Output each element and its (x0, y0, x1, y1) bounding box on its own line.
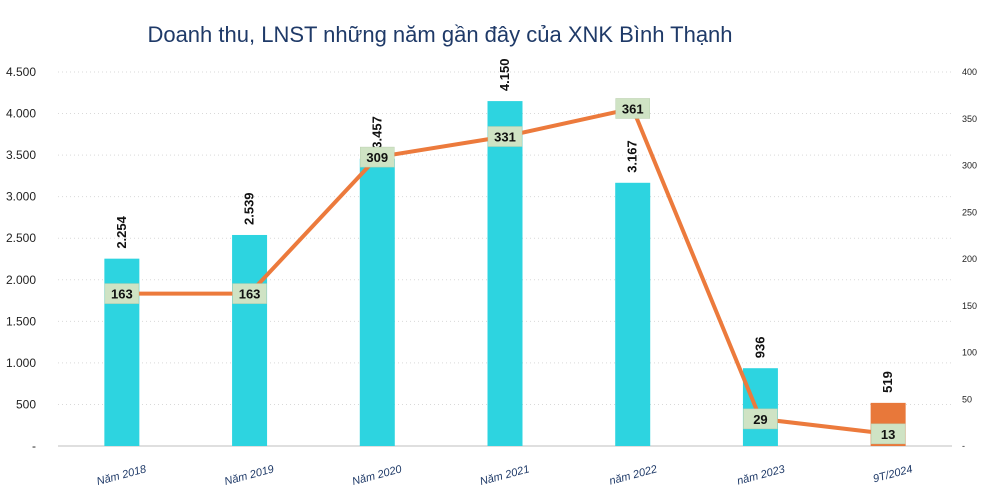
y-tick-label: 4.000 (6, 107, 36, 121)
x-axis: Năm 2018 Năm 2019 Năm 2020 Năm 2021 năm 2022… (95, 463, 913, 488)
bars (104, 101, 906, 447)
y-tick-label: 1.500 (6, 314, 36, 328)
y-tick-label: 3.500 (6, 148, 36, 162)
line-value-label: 331 (494, 130, 516, 145)
y-tick-label: 500 (16, 397, 36, 411)
chart-title: Doanh thu, LNST những năm gần đây của XN… (147, 22, 732, 47)
line-value-label: 361 (622, 101, 644, 116)
line-value-box (232, 283, 267, 304)
y-axis-right: - 50 100 150 200 250 300 350 400 (962, 67, 977, 451)
line-value-box (104, 283, 140, 304)
line-value-box (870, 423, 906, 445)
line-value-label: 29 (753, 412, 767, 427)
line-value-box (487, 126, 523, 147)
x-tick-label: Năm 2020 (351, 463, 404, 488)
line-value-label: 163 (111, 287, 133, 302)
y2-tick-label: 400 (962, 67, 977, 77)
y-tick-label: - (32, 439, 36, 453)
line-labels: 163 163 309 331 361 29 13 (104, 98, 906, 445)
line-value-label: 309 (366, 150, 388, 165)
x-tick-label: năm 2023 (736, 463, 787, 487)
y2-tick-label: 200 (962, 254, 977, 264)
bar (359, 158, 395, 447)
bar (742, 368, 778, 446)
bar (615, 182, 651, 446)
bar-value-label: 2.539 (242, 192, 257, 225)
y2-tick-label: 250 (962, 207, 977, 217)
bar-value-label: 936 (752, 337, 767, 359)
x-tick-label: Năm 2021 (479, 463, 531, 488)
y-axis-left: - 500 1.000 1.500 2.000 2.500 3.000 3.500 4.000 4… (6, 65, 36, 453)
bar (232, 234, 268, 446)
line-value-box (743, 408, 778, 430)
y-tick-label: 2.000 (6, 273, 36, 287)
bar-value-label: 3.167 (625, 140, 640, 173)
y2-tick-label: 300 (962, 161, 977, 171)
y-tick-label: 2.500 (6, 231, 36, 245)
bar (487, 101, 523, 446)
line-value-label: 13 (881, 427, 895, 442)
line-value-box (615, 98, 650, 119)
y2-tick-label: 100 (962, 348, 977, 358)
bar-value-label: 3.457 (369, 116, 384, 149)
line-value-box (360, 146, 395, 168)
y2-tick-label: 150 (962, 301, 977, 311)
bar-value-label: 4.150 (497, 59, 512, 92)
bar-labels: 2.254 2.539 3.457 4.150 3.167 936 519 (114, 59, 895, 393)
x-tick-label: năm 2022 (608, 463, 658, 487)
y2-tick-label: - (962, 441, 965, 451)
y2-tick-label: 50 (962, 394, 972, 404)
y-tick-label: 4.500 (6, 65, 36, 79)
y-tick-label: 3.000 (6, 190, 36, 204)
x-tick-label: 9T/2024 (872, 463, 914, 485)
y2-tick-label: 350 (962, 114, 977, 124)
line-value-label: 163 (239, 287, 261, 302)
x-tick-label: Năm 2018 (95, 463, 148, 488)
y-tick-label: 1.000 (6, 356, 36, 370)
bar-value-label: 519 (880, 371, 895, 393)
x-tick-label: Năm 2019 (223, 463, 275, 488)
bar-value-label: 2.254 (114, 215, 129, 248)
grid (58, 71, 952, 447)
